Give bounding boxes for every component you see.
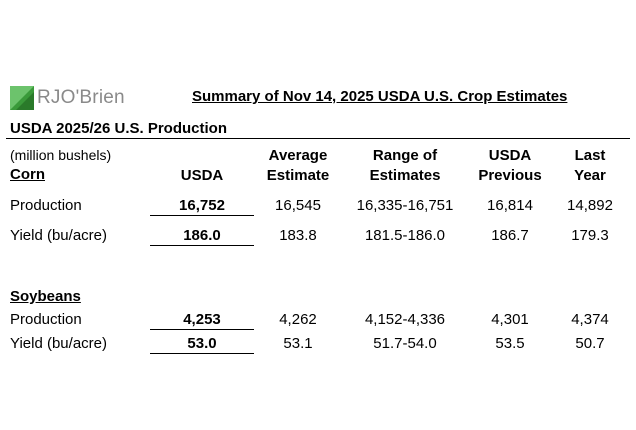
corn-production-average: 16,545: [275, 197, 321, 214]
soybeans-production-range: 4,152-4,336: [364, 311, 446, 328]
header-average-line1: Average: [268, 147, 328, 164]
corn-production-last-year: 14,892: [567, 197, 613, 214]
logo-text: RJO'Brien: [37, 87, 125, 108]
corn-production-underline: [150, 215, 254, 216]
soybeans-yield-label: Yield (bu/acre): [10, 335, 107, 352]
header-average-estimate: Average Estimate: [248, 146, 348, 186]
soybeans-yield-average: 53.1: [283, 335, 313, 352]
units-label: (million bushels): [10, 147, 112, 163]
corn-yield-range: 181.5-186.0: [364, 227, 446, 244]
soybeans-production-last-year: 4,374: [571, 311, 609, 328]
soybeans-production-previous: 4,301: [491, 311, 529, 328]
soybeans-production-label: Production: [10, 311, 82, 328]
soybeans-production-average: 4,262: [279, 311, 317, 328]
header-average-line2: Estimate: [266, 167, 330, 184]
logo-mark-icon: [10, 86, 34, 110]
corn-yield-last-year: 179.3: [571, 227, 609, 244]
header-previous-line1: USDA: [488, 147, 532, 164]
soybeans-yield-usda: 53.0: [187, 335, 217, 352]
section-divider: [6, 138, 630, 139]
header-previous-line2: Previous: [478, 167, 542, 184]
section-title: USDA 2025/26 U.S. Production: [10, 120, 228, 137]
header-lastyear-line1: Last: [574, 147, 606, 164]
report-title: Summary of Nov 14, 2025 USDA U.S. Crop E…: [192, 88, 568, 105]
header-usda: USDA: [180, 167, 224, 184]
rjobrien-logo: RJO'Brien: [10, 86, 125, 110]
soybeans-production-usda: 4,253: [183, 311, 221, 328]
corn-yield-average: 183.8: [279, 227, 317, 244]
header-lastyear-line2: Year: [574, 167, 606, 184]
soybeans-yield-previous: 53.5: [495, 335, 525, 352]
corn-production-usda: 16,752: [179, 197, 225, 214]
header-range-line2: Estimates: [369, 167, 441, 184]
corn-label: Corn: [10, 166, 45, 183]
corn-production-label: Production: [10, 197, 82, 214]
header-range-line1: Range of: [372, 147, 438, 164]
corn-production-previous: 16,814: [487, 197, 533, 214]
corn-production-range: 16,335-16,751: [356, 197, 454, 214]
header-usda-previous: USDA Previous: [462, 146, 558, 186]
soybeans-production-underline: [150, 329, 254, 330]
corn-yield-usda: 186.0: [183, 227, 221, 244]
corn-yield-label: Yield (bu/acre): [10, 227, 107, 244]
corn-yield-previous: 186.7: [491, 227, 529, 244]
header-range-of-estimates: Range of Estimates: [340, 146, 470, 186]
soybeans-yield-underline: [150, 353, 254, 354]
header-last-year: Last Year: [548, 146, 632, 186]
soybeans-yield-range: 51.7-54.0: [373, 335, 437, 352]
soybeans-label: Soybeans: [10, 288, 81, 305]
soybeans-yield-last-year: 50.7: [575, 335, 605, 352]
corn-yield-underline: [150, 245, 254, 246]
